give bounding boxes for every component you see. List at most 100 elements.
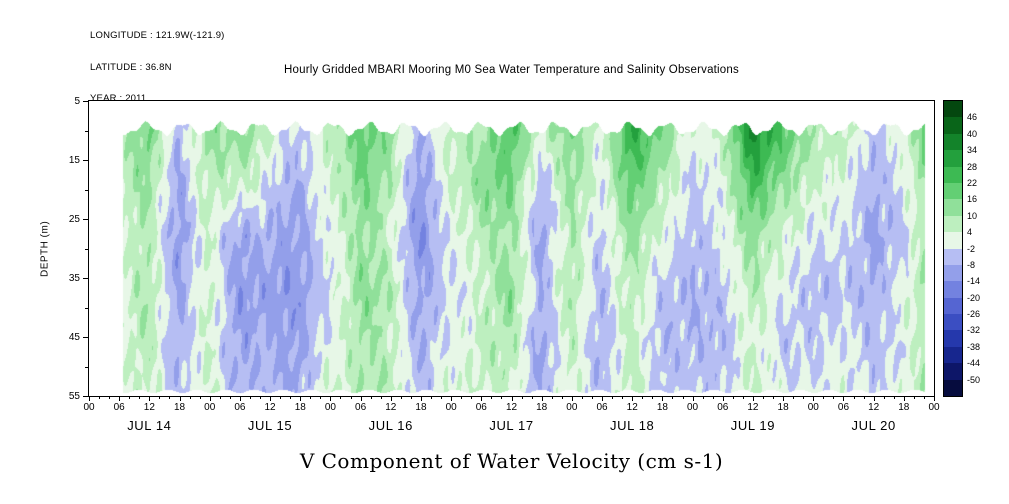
x-axis-tick-label: 18 [415,402,427,413]
x-axis-tick [602,397,604,401]
colorbar-cell [944,330,962,347]
y-axis-tick-label: 55 [68,391,80,402]
x-axis-minor-tick [551,397,553,399]
x-axis-tick [360,397,362,401]
x-axis-tick-label: 12 [626,402,638,413]
x-axis-tick-label: 06 [355,402,367,413]
x-axis-tick [541,397,543,401]
x-axis-minor-tick [431,397,433,399]
x-axis-tick [692,397,694,401]
x-axis-tick [481,397,483,401]
x-axis-minor-tick [501,397,503,399]
x-axis-tick-label: 18 [656,402,668,413]
colorbar-label: 46 [967,112,978,123]
x-axis-day-label: JUL 18 [610,418,655,433]
y-axis-minor-tick [85,130,88,132]
x-axis-minor-tick [581,397,583,399]
x-axis-tick [873,397,875,401]
x-axis-minor-tick [249,397,251,399]
plot-title: Hourly Gridded MBARI Mooring M0 Sea Wate… [284,64,739,76]
colorbar-cell [944,133,962,151]
colorbar-label: -26 [967,309,981,320]
x-axis-tick-label: 06 [717,402,729,413]
x-axis-tick [179,397,181,401]
x-axis-minor-tick [803,397,805,399]
colorbar-cell [944,363,962,380]
colorbar-label: -38 [967,341,981,352]
x-axis-minor-tick [380,397,382,399]
colorbar-cell [944,346,962,364]
x-axis-tick [511,397,513,401]
colorbar-label: 22 [967,177,978,188]
y-axis-tick-label: 45 [68,332,80,343]
x-axis-minor-tick [229,397,231,399]
x-axis-tick-label: 18 [294,402,306,413]
longitude-label: LONGITUDE : 121.9W(-121.9) [90,30,225,41]
x-axis-day-label: JUL 20 [851,418,896,433]
x-axis-minor-tick [189,397,191,399]
x-axis-minor-tick [199,397,201,399]
x-axis-tick-label: 12 [264,402,276,413]
x-axis-minor-tick [280,397,282,399]
x-axis-tick-label: 12 [143,402,155,413]
x-axis-minor-tick [762,397,764,399]
x-axis-day-label: JUL 14 [127,418,172,433]
x-axis-tick-label: 06 [475,402,487,413]
x-axis-minor-tick [642,397,644,399]
x-axis-minor-tick [702,397,704,399]
x-axis-minor-tick [109,397,111,399]
year-label: YEAR : 2011 [90,93,147,104]
x-axis-tick [752,397,754,401]
y-axis-tick-label: 15 [68,155,80,166]
colorbar [943,100,963,397]
x-axis-tick [420,397,422,401]
x-axis-minor-tick [129,397,131,399]
colorbar-cell [944,150,962,167]
x-axis-tick-label: 18 [536,402,548,413]
x-axis-minor-tick [320,397,322,399]
colorbar-cell [944,314,962,331]
x-axis-minor-tick [521,397,523,399]
x-axis-minor-tick [682,397,684,399]
x-axis-tick [209,397,211,401]
x-axis-tick-label: 18 [898,402,910,413]
x-axis-tick-label: 06 [113,402,125,413]
y-axis-minor-tick [85,307,88,309]
colorbar-label: 34 [967,145,978,156]
x-axis-tick [934,397,935,401]
x-axis-tick-label: 00 [204,402,216,413]
colorbar-label: 10 [967,210,978,221]
x-axis-day-label: JUL 15 [247,418,293,433]
x-axis-minor-tick [159,397,161,399]
x-axis-minor-tick [461,397,463,399]
x-axis-title: V Component of Water Velocity (cm s-1) [299,449,724,473]
x-axis-tick [390,397,392,401]
x-axis-tick-label: 00 [807,402,819,413]
colorbar-label: -2 [967,243,976,254]
latitude-label: LATITUDE : 36.8N [90,61,172,73]
x-axis-tick [571,397,573,401]
x-axis-tick [813,397,815,401]
x-axis-tick-label: 12 [505,402,518,413]
y-axis-minor-tick [85,248,88,250]
x-axis-day-label: JUL 16 [368,418,413,433]
x-axis-minor-tick [169,397,171,399]
x-axis-tick-label: 00 [687,402,699,413]
x-axis-tick [783,397,785,401]
x-axis-minor-tick [350,397,352,399]
colorbar-label: -44 [967,358,981,369]
x-axis-tick [662,397,664,401]
colorbar-label: 28 [967,161,978,172]
x-axis-tick-label: 12 [747,402,759,413]
x-axis-minor-tick [793,397,795,399]
x-axis-tick [149,397,151,401]
y-axis-minor-tick [85,189,88,191]
x-axis-minor-tick [612,397,614,399]
x-axis-minor-tick [773,397,775,399]
x-axis-tick [89,397,90,401]
y-axis-tick-label: 25 [68,214,80,225]
x-axis-tick [119,397,121,401]
x-axis-minor-tick [622,397,624,399]
y-axis-tick [83,160,88,161]
x-axis-tick [903,397,905,401]
